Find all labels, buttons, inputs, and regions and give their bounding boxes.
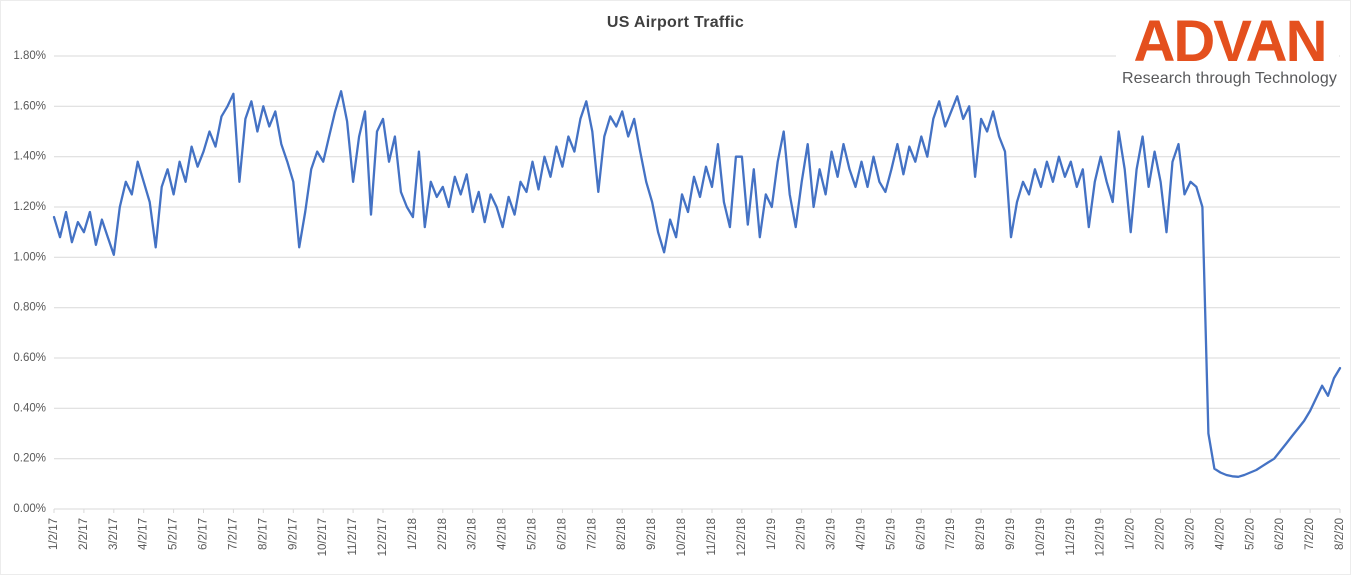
y-axis-tick-label: 0.20% — [13, 453, 46, 465]
advan-logo-text: ADVAN — [1133, 9, 1328, 74]
x-axis-tick-label: 7/2/19 — [945, 518, 957, 550]
x-axis-tick-label: 4/2/20 — [1214, 518, 1226, 550]
x-axis-tick-label: 10/2/18 — [676, 518, 688, 556]
x-axis-tick-label: 10/2/19 — [1035, 518, 1047, 556]
x-axis-tick-label: 3/2/20 — [1185, 518, 1197, 550]
x-axis-tick-label: 5/2/18 — [527, 518, 539, 550]
advan-logo: ADVAN Research through Technology — [1116, 9, 1339, 91]
y-axis-tick-label: 0.80% — [13, 302, 46, 314]
x-axis-tick-label: 4/2/17 — [138, 518, 150, 550]
x-axis-tick-label: 8/2/17 — [257, 518, 269, 550]
x-axis-tick-label: 2/2/20 — [1155, 518, 1167, 550]
y-axis-tick-label: 0.60% — [13, 352, 46, 364]
x-axis-tick-label: 1/2/17 — [48, 518, 60, 550]
y-axis-tick-label: 1.40% — [13, 151, 46, 163]
traffic-line-series — [52, 90, 1342, 478]
x-axis-tick-label: 3/2/19 — [826, 518, 838, 550]
x-axis-tick-label: 12/2/19 — [1095, 518, 1107, 556]
x-axis-tick-label: 12/2/17 — [377, 518, 389, 556]
x-axis-tick-label: 1/2/19 — [766, 518, 778, 550]
x-axis-tick-label: 6/2/17 — [198, 518, 210, 550]
x-axis-tick-label: 2/2/17 — [78, 518, 90, 550]
x-axis-tick-label: 9/2/17 — [287, 518, 299, 550]
x-axis-tick-label: 5/2/17 — [168, 518, 180, 550]
x-axis-tick-label: 7/2/17 — [227, 518, 239, 550]
y-axis-tick-label: 1.20% — [13, 201, 46, 213]
x-axis-tick-label: 9/2/18 — [646, 518, 658, 550]
x-axis-tick-label: 5/2/19 — [885, 518, 897, 550]
x-axis-tick-label: 9/2/19 — [1005, 518, 1017, 550]
x-axis-tick-label: 8/2/19 — [975, 518, 987, 550]
x-axis-tick-label: 3/2/17 — [108, 518, 120, 550]
advan-logo-tagline: Research through Technology — [1122, 70, 1337, 88]
x-axis-tick-label: 1/2/20 — [1125, 518, 1137, 550]
y-axis-tick-label: 0.00% — [13, 503, 46, 515]
x-axis-tick-label: 10/2/17 — [317, 518, 329, 556]
x-axis-tick-label: 6/2/18 — [556, 518, 568, 550]
y-axis-tick-label: 1.60% — [13, 100, 46, 112]
y-axis-tick-label: 1.00% — [13, 251, 46, 263]
x-axis-tick-label: 6/2/19 — [915, 518, 927, 550]
x-axis-tick-label: 6/2/20 — [1274, 518, 1286, 550]
x-axis-tick-label: 8/2/18 — [616, 518, 628, 550]
x-axis-tick-label: 12/2/18 — [736, 518, 748, 556]
x-axis-tick-label: 11/2/17 — [347, 518, 359, 556]
x-axis-tick-label: 2/2/18 — [437, 518, 449, 550]
y-axis-tick-label: 1.80% — [13, 50, 46, 62]
x-axis-tick-label: 8/2/20 — [1334, 518, 1346, 550]
x-axis-tick-label: 2/2/19 — [796, 518, 808, 550]
x-axis-tick-label: 4/2/19 — [856, 518, 868, 550]
x-axis-tick-label: 7/2/20 — [1304, 518, 1316, 550]
x-axis-tick-label: 1/2/18 — [407, 518, 419, 550]
x-axis-tick-label: 4/2/18 — [497, 518, 509, 550]
x-axis-tick-label: 7/2/18 — [586, 518, 598, 550]
x-axis-tick-label: 5/2/20 — [1244, 518, 1256, 550]
y-axis-tick-label: 0.40% — [13, 402, 46, 414]
x-axis-tick-label: 11/2/19 — [1065, 518, 1077, 556]
x-axis-tick-label: 11/2/18 — [706, 518, 718, 556]
x-axis-tick-label: 3/2/18 — [467, 518, 479, 550]
